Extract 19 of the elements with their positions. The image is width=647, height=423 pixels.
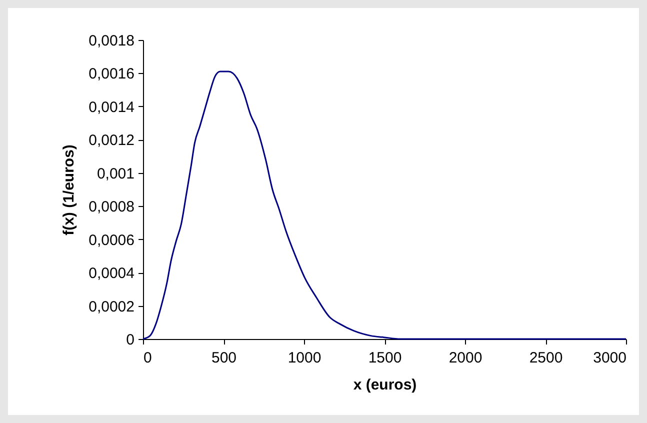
y-tick-label: 0 [126,332,134,348]
y-tick-label: 0,0016 [88,66,134,83]
y-tick-label: 0,0012 [88,132,134,150]
y-tick-label: 0,0002 [88,298,134,316]
x-tick-label: 1000 [288,350,322,366]
y-tick-label: 0,0018 [88,32,134,50]
y-tick-label: 0,0014 [88,98,134,116]
x-tick-label: 1500 [368,350,402,366]
x-tick-label: 2000 [448,350,482,366]
x-tick-label: 3000 [593,350,626,366]
y-tick-label: 0,0006 [88,232,134,249]
x-axis-title: x (euros) [353,376,417,394]
y-axis-title: f(x) (1/euros) [60,144,78,236]
y-tick-label: 0,0004 [88,265,134,282]
y-tick-label: 0,0008 [88,198,134,216]
x-tick-label: 500 [211,350,237,366]
x-tick-label: 2500 [529,350,563,366]
y-tick-label: 0,001 [96,165,134,182]
x-tick-label: 0 [144,350,152,366]
